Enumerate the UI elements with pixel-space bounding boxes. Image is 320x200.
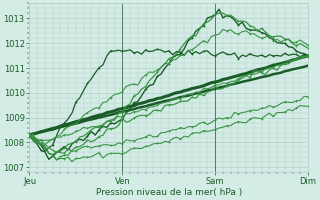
X-axis label: Pression niveau de la mer( hPa ): Pression niveau de la mer( hPa ) [96,188,242,197]
